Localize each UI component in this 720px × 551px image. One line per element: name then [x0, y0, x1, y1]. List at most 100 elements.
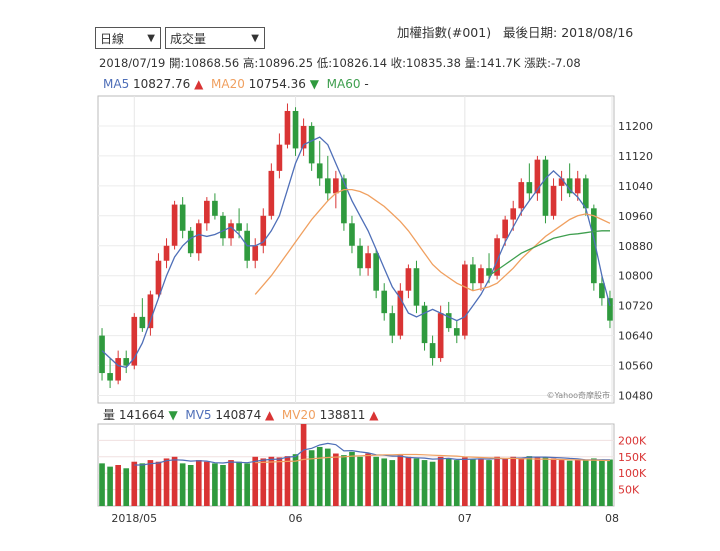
candle-body — [381, 290, 388, 314]
chevron-down-icon: ▼ — [147, 33, 155, 44]
mv5-value: 140874 — [215, 408, 262, 422]
volume-bar — [453, 460, 460, 506]
volume-bar — [333, 453, 339, 506]
volume-bar — [591, 458, 597, 506]
indicator-select[interactable]: 成交量 ▼ — [165, 27, 265, 49]
candle-body — [591, 208, 597, 284]
x-tick-label: 08 — [605, 512, 619, 525]
volume-bar — [284, 456, 291, 506]
candle-body — [526, 182, 533, 194]
index-name: 加權指數(#001) — [397, 25, 492, 40]
price-tick-label: 10800 — [618, 270, 653, 283]
volume-bar — [421, 460, 428, 506]
candle-body — [163, 245, 170, 261]
mv5-arrow-icon: ▲ — [265, 408, 275, 422]
candle-body — [574, 178, 581, 194]
candle-body — [316, 163, 323, 179]
price-tick-label: 10960 — [618, 210, 653, 223]
volume-bar — [365, 453, 371, 506]
volume-bar — [510, 456, 517, 506]
candle-body — [195, 223, 202, 254]
candle-body — [453, 328, 460, 336]
candle-body — [510, 208, 517, 220]
candle-body — [542, 159, 549, 216]
volume-bar — [526, 456, 533, 506]
ma20-value: 10754.36 — [248, 77, 306, 91]
watermark: ©Yahoo奇摩股市 — [546, 390, 610, 400]
volume-bar — [357, 456, 363, 506]
candle-body — [123, 358, 130, 366]
candle-body — [179, 204, 186, 231]
volume-bar — [478, 458, 484, 506]
period-select[interactable]: 日線 ▼ — [95, 27, 161, 49]
volume-bar — [437, 456, 444, 506]
price-tick-label: 11120 — [618, 150, 653, 163]
candle-body — [365, 253, 371, 269]
ma20-arrow-icon: ▼ — [309, 77, 319, 91]
candle-body — [252, 245, 259, 261]
candle-body — [494, 238, 500, 276]
candle-body — [566, 178, 573, 194]
volume-bar — [244, 463, 250, 506]
ma20-label: MA20 — [211, 77, 245, 91]
volume-bar — [341, 455, 347, 506]
mv5-label: MV5 — [185, 408, 212, 422]
candle-body — [236, 223, 242, 231]
candle-body — [582, 178, 589, 209]
volume-bar — [204, 461, 210, 506]
price-tick-label: 10480 — [618, 390, 653, 403]
volume-bar — [300, 424, 307, 506]
candle-body — [220, 215, 226, 239]
candle-body — [413, 268, 420, 306]
volume-bar — [542, 457, 549, 506]
volume-bar — [486, 460, 492, 506]
quote-date: 2018/07/19 — [99, 56, 166, 70]
candle-body — [147, 294, 154, 329]
candle-body — [486, 268, 492, 276]
volume-bar — [212, 463, 218, 506]
volume-bar — [139, 463, 146, 506]
ma-line-ma60 — [488, 230, 610, 277]
candle-body — [421, 305, 428, 344]
candle-body — [107, 373, 113, 381]
volume-bar — [107, 466, 113, 506]
candle-body — [373, 253, 379, 291]
volume-bar — [115, 465, 121, 506]
candle-body — [357, 245, 363, 269]
volume-bar — [292, 454, 299, 506]
volume-bar — [131, 461, 138, 506]
candle-body — [429, 343, 436, 359]
period-select-value: 日線 — [100, 32, 125, 46]
ma5-arrow-icon: ▲ — [194, 77, 204, 91]
candle-body — [187, 230, 194, 254]
price-tick-label: 10560 — [618, 360, 653, 373]
volume-bar — [260, 458, 267, 506]
quote-close: 收:10835.38 — [390, 56, 461, 70]
volume-bar — [187, 465, 194, 506]
volume-bar — [123, 468, 130, 506]
candle-body — [204, 200, 210, 224]
volume-bar — [195, 460, 202, 506]
candle-body — [131, 316, 138, 366]
volume-bar — [470, 459, 476, 506]
volume-bar — [155, 461, 162, 506]
volume-tick-label: 100K — [618, 467, 647, 480]
volume-bar — [558, 460, 565, 506]
volume-bar — [582, 460, 589, 506]
volume-bar — [574, 459, 581, 506]
candle-body — [284, 110, 291, 145]
volume-bar — [276, 457, 283, 506]
volume-bar — [324, 448, 331, 506]
candle-body — [300, 125, 307, 149]
candle-body — [550, 185, 557, 216]
volume-panel-frame — [97, 423, 615, 507]
volume-bar — [228, 460, 234, 506]
volume-bar — [566, 460, 573, 506]
mv20-arrow-icon: ▲ — [369, 408, 379, 422]
candle-body — [324, 178, 331, 194]
candle-body — [333, 178, 339, 194]
ma5-label: MA5 — [103, 77, 130, 91]
candle-body — [155, 260, 162, 295]
volume-bar — [163, 458, 170, 506]
